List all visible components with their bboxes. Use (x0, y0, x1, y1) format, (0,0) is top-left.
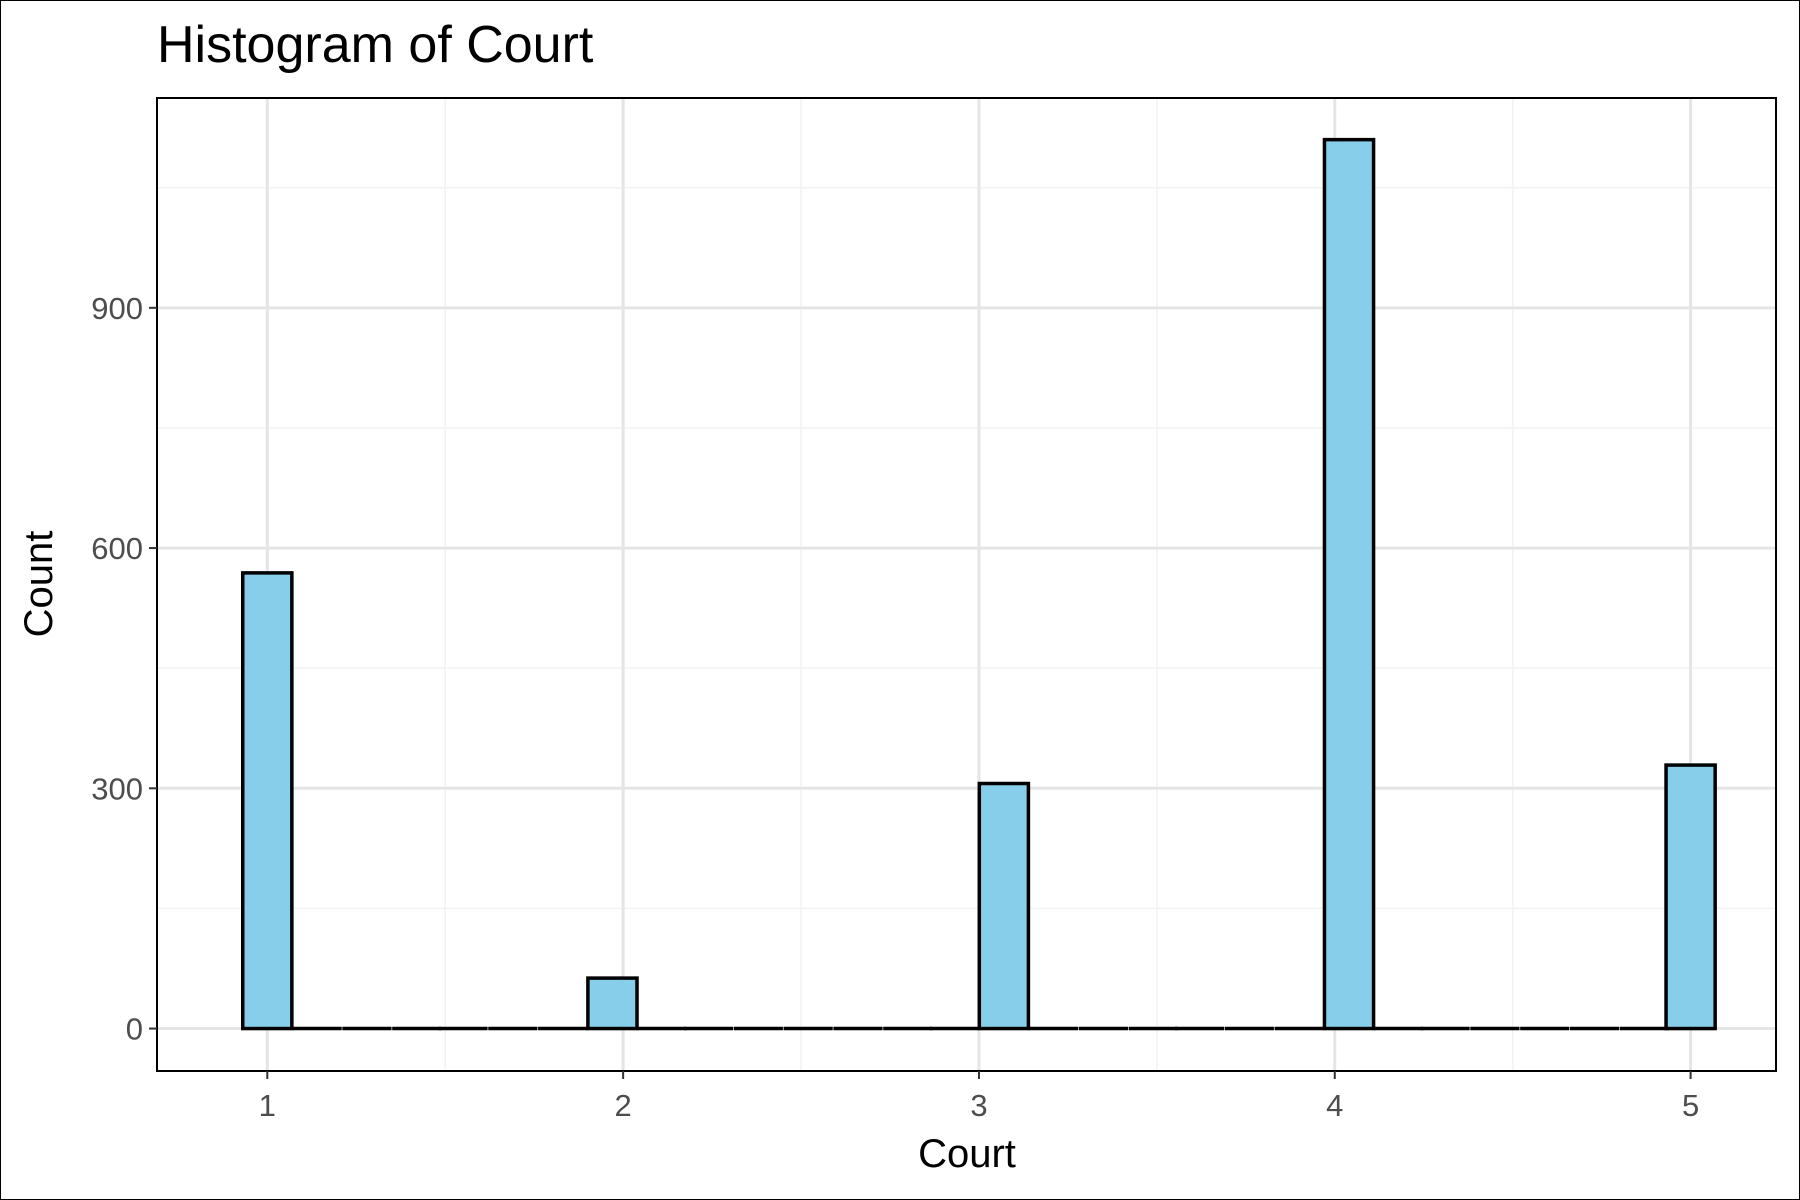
y-tick-label: 600 (91, 531, 143, 566)
x-axis-title: Court (918, 1132, 1016, 1176)
y-tick-label: 300 (91, 771, 143, 806)
histogram-bar (1664, 763, 1717, 1031)
y-tick-label: 900 (91, 291, 143, 326)
chart-title: Histogram of Court (157, 16, 594, 74)
y-axis-title: Count (17, 531, 61, 638)
x-tick-label: 1 (259, 1088, 276, 1123)
histogram-bar (977, 781, 1031, 1031)
x-tick-label: 3 (970, 1088, 987, 1123)
y-tick-label: 0 (126, 1012, 143, 1047)
histogram-bar (586, 976, 639, 1031)
x-tick-label: 4 (1326, 1088, 1343, 1123)
x-tick-label: 2 (615, 1088, 632, 1123)
plot-panel-border (156, 97, 1777, 1072)
grid-lines (157, 98, 1776, 1071)
x-tick-label: 5 (1682, 1088, 1699, 1123)
y-axis-ticks: 0 300 600 900 (91, 291, 157, 1047)
histogram-bar (241, 571, 294, 1031)
histogram-bar (1322, 137, 1376, 1031)
histogram-bars (241, 137, 1717, 1031)
x-axis-ticks: 1 2 3 4 5 (259, 1071, 1699, 1123)
